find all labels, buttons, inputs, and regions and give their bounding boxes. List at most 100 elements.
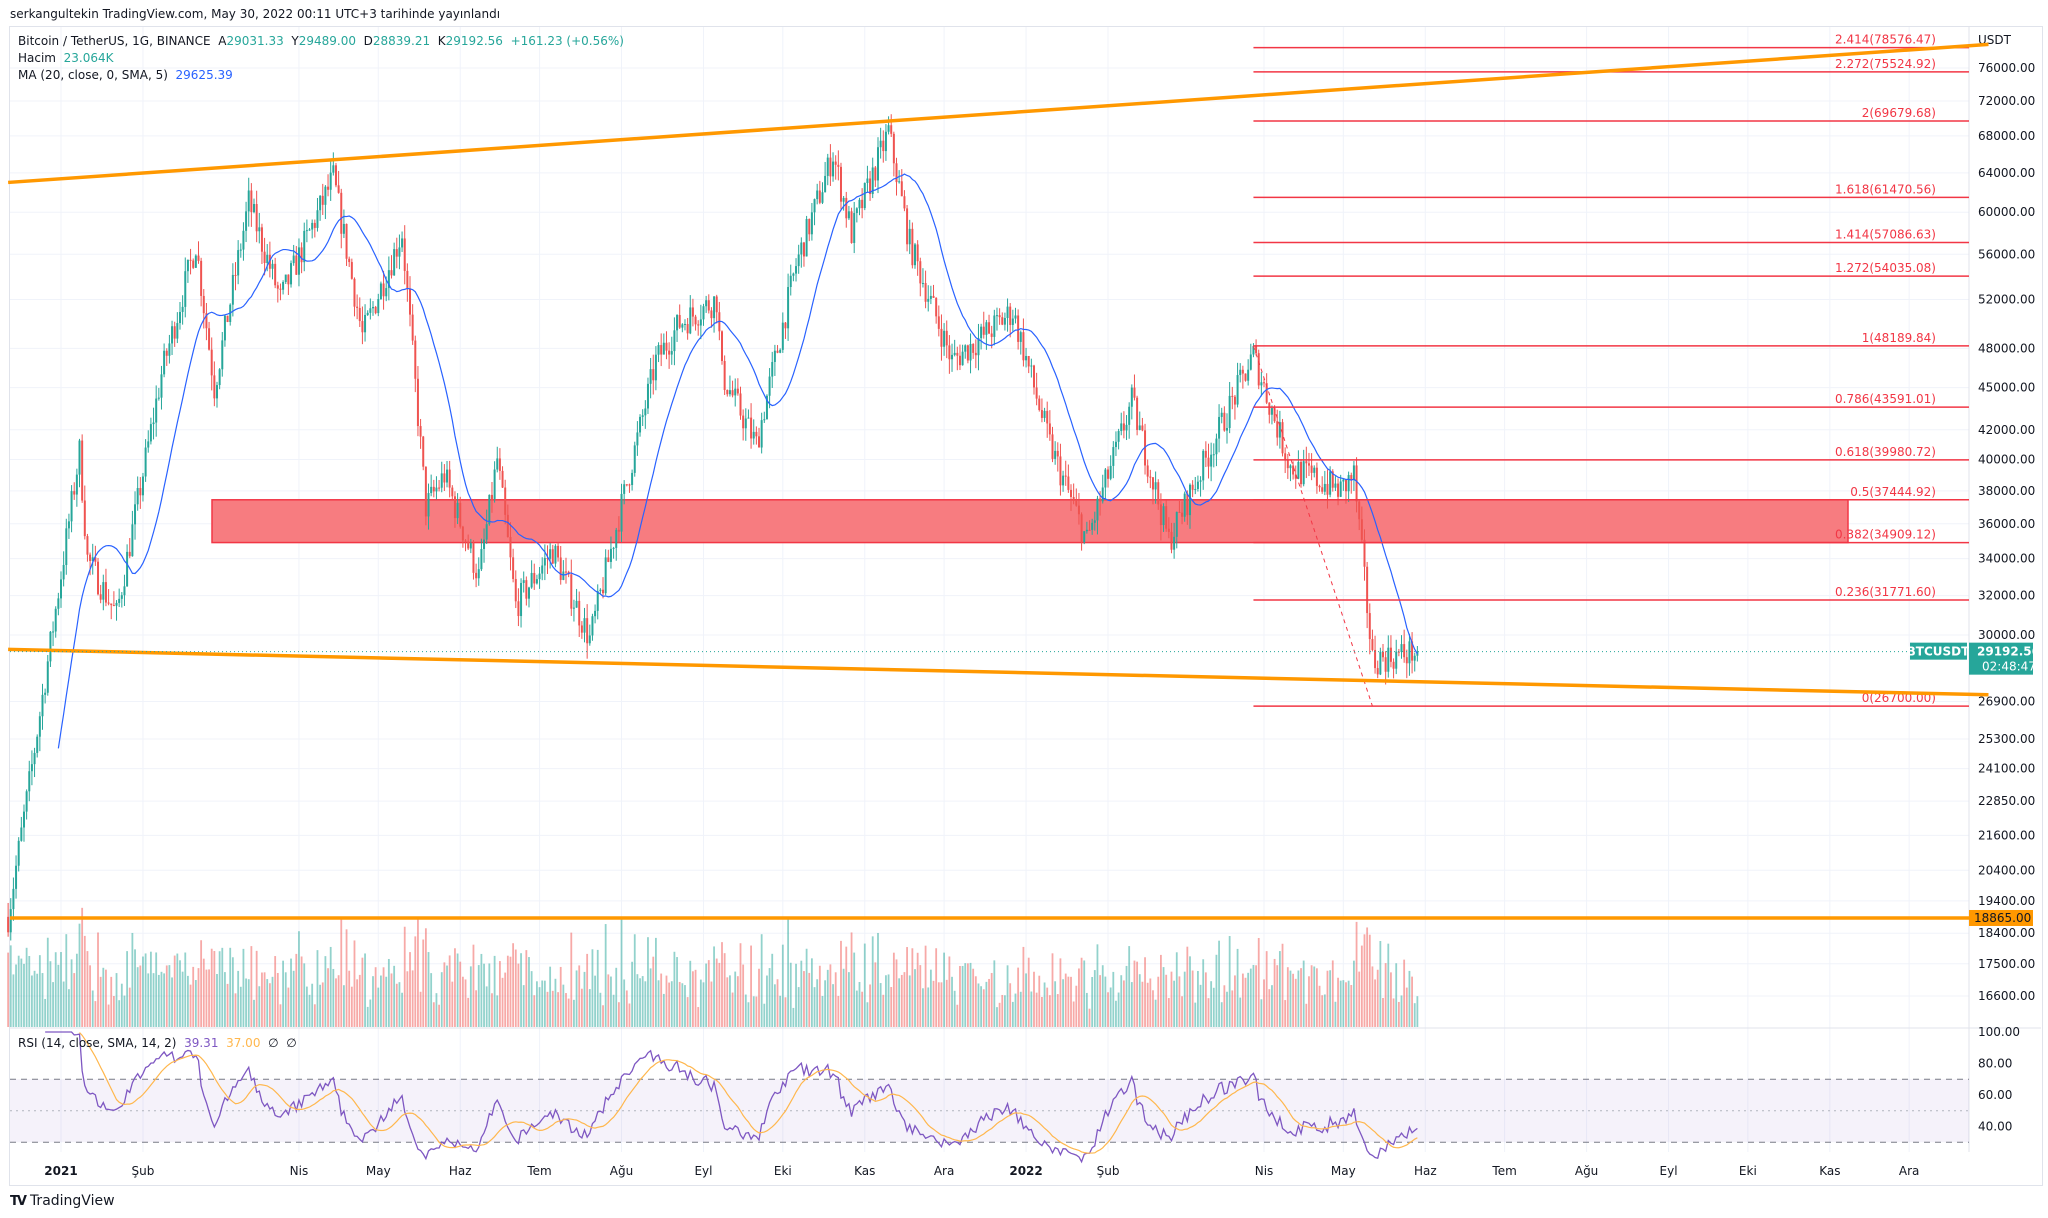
volume-bar (192, 966, 195, 1027)
candle (731, 380, 734, 398)
volume-bar (295, 953, 298, 1027)
candle-body (639, 416, 642, 433)
candle-body (673, 330, 676, 352)
volume-bar (565, 993, 567, 1027)
candle-body (927, 298, 930, 302)
change-value: +161.23 (+0.56%) (510, 34, 624, 48)
tradingview-logo[interactable]: TV TradingView (10, 1193, 115, 1209)
volume-legend[interactable]: Hacim 23.064K (18, 51, 114, 65)
candle (821, 182, 824, 205)
volume-bar (1096, 944, 1099, 1027)
candle-body (70, 491, 73, 522)
volume-bar (506, 955, 509, 1027)
candle (998, 308, 1001, 325)
candle-body (869, 178, 872, 195)
candle-body (1014, 315, 1017, 319)
volume-bar (1183, 971, 1186, 1027)
price-axis-label: 25300.00 (1978, 732, 2035, 746)
candle-body (178, 311, 181, 324)
volume-bar (1411, 976, 1413, 1027)
candle (1397, 648, 1400, 657)
volume-bar (477, 965, 480, 1027)
candle-body (665, 342, 668, 351)
candle-body (282, 281, 285, 290)
candle (972, 343, 975, 359)
volume-bar (1199, 984, 1202, 1027)
candle (255, 190, 258, 243)
volume-bar (982, 989, 985, 1027)
candle-body (332, 165, 335, 173)
candle-body (411, 314, 414, 341)
time-axis-label: Ağu (610, 1164, 633, 1178)
volume-bar (750, 945, 752, 1027)
candle (988, 314, 991, 335)
volume-bar (110, 976, 113, 1027)
candle-body (755, 431, 758, 437)
volume-bar (451, 981, 454, 1027)
candle-body (141, 476, 144, 496)
rsi-ma-line (79, 1032, 1418, 1154)
ma-legend[interactable]: MA (20, close, 0, SMA, 5) 29625.39 (18, 68, 233, 82)
candle-body (876, 147, 879, 181)
volume-bar (916, 952, 919, 1027)
volume-bar (922, 988, 924, 1027)
candle (186, 259, 189, 283)
time-axis-label: Şub (132, 1164, 155, 1178)
volume-bar (261, 972, 263, 1027)
candle (12, 877, 15, 921)
time-axis-label: Eki (1739, 1164, 1757, 1178)
rsi-axis-label: 60.00 (1978, 1088, 2012, 1102)
volume-bar (202, 958, 205, 1027)
candle-body (1122, 423, 1125, 431)
candle (660, 333, 663, 367)
candle (176, 312, 179, 344)
candle-body (660, 345, 663, 355)
volume-bar (617, 1002, 620, 1027)
candle (1188, 483, 1191, 529)
candle-body (192, 260, 195, 268)
volume-bar (316, 950, 319, 1027)
candle (141, 472, 144, 502)
candle-body (81, 440, 84, 501)
volume-bar (1263, 979, 1265, 1027)
volume-bar (813, 987, 816, 1027)
candle-body (279, 288, 282, 290)
rsi-legend[interactable]: RSI (14, close, SMA, 14, 2) 39.31 37.00 … (18, 1036, 297, 1050)
volume-bar (176, 953, 179, 1027)
volume-bar (97, 932, 99, 1027)
candle (1122, 411, 1125, 439)
volume-bar (1120, 975, 1123, 1027)
candle-body (501, 470, 504, 488)
volume-bar (361, 957, 364, 1027)
volume-bar (1149, 978, 1152, 1027)
candle-body (147, 441, 150, 448)
candle (504, 479, 507, 525)
volume-bar (1014, 993, 1017, 1027)
time-axis-label: Tem (1491, 1164, 1516, 1178)
candle-body (776, 350, 779, 353)
candle-body (1300, 461, 1303, 485)
candle (974, 339, 977, 369)
candle (771, 351, 774, 388)
candle (115, 600, 118, 621)
candle (1006, 298, 1009, 332)
candle (670, 336, 673, 365)
volume-bar (615, 967, 618, 1027)
candle-body (234, 274, 237, 276)
candle-body (538, 573, 541, 580)
support-price-label: 18865.00 (1974, 911, 2031, 925)
candle-body (1302, 461, 1305, 485)
candle (752, 419, 755, 445)
volume-bar (168, 965, 171, 1027)
volume-bar (766, 975, 768, 1027)
volume-bar (726, 977, 729, 1027)
symbol-legend[interactable]: Bitcoin / TetherUS, 1G, BINANCE A29031.3… (18, 34, 624, 48)
candle (715, 294, 718, 324)
candle-body (1321, 487, 1324, 492)
candle (565, 557, 568, 584)
volume-bar (752, 996, 755, 1027)
candle (549, 543, 552, 569)
candle-body (250, 190, 253, 213)
candle-body (578, 600, 581, 626)
